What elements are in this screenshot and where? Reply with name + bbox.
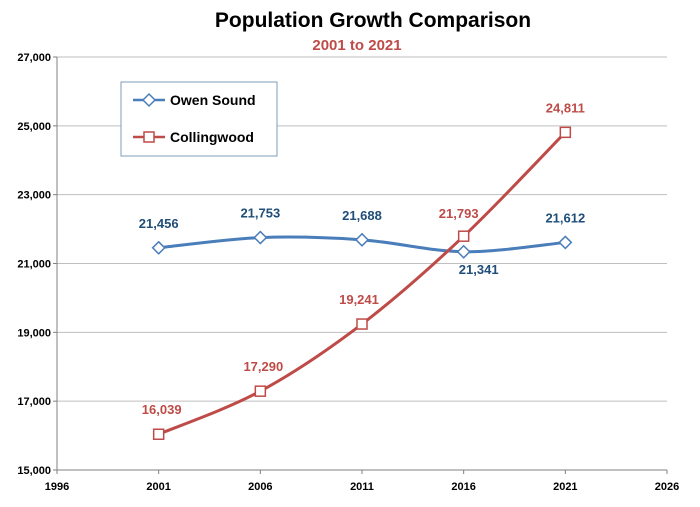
owen-sound-point-2011 (354, 232, 370, 247)
owen-sound-label-2011: 21,688 (342, 208, 382, 223)
x-axis-tick-labels: 1996 2001 2006 2011 2016 2021 2026 (45, 481, 679, 493)
collingwood-point-2006 (254, 385, 267, 397)
y-tick-label: 19,000 (17, 327, 51, 339)
legend-collingwood-marker (143, 131, 155, 143)
y-tick-label: 21,000 (17, 259, 51, 271)
chart-subtitle: 2001 to 2021 (312, 37, 401, 54)
x-tick-label: 2006 (248, 481, 272, 493)
legend-owen-sound-marker (141, 92, 157, 108)
series-markers (151, 126, 573, 440)
y-tick-label: 25,000 (17, 121, 51, 133)
x-tick-label: 2016 (451, 481, 475, 493)
y-axis-tick-labels: 15,000 17,000 19,000 21,000 23,000 25,000 27,0… (17, 52, 51, 477)
owen-sound-label-2006: 21,753 (240, 206, 280, 221)
legend-collingwood-label: Collingwood (170, 129, 254, 145)
series-lines (158, 131, 567, 436)
collingwood-line (158, 131, 567, 436)
owen-sound-label-2001: 21,456 (139, 216, 179, 231)
collingwood-point-2016 (457, 230, 470, 242)
collingwood-point-2001 (152, 428, 165, 440)
y-tick-label: 15,000 (17, 465, 51, 477)
collingwood-label-2021: 24,811 (546, 100, 585, 115)
legend-box (120, 81, 278, 157)
owen-sound-point-2016 (456, 244, 471, 259)
x-tick-label: 2011 (350, 481, 374, 493)
owen-sound-label-2016: 21,341 (459, 262, 499, 277)
collingwood-label-2006: 17,290 (243, 359, 283, 374)
legend-owen-sound-label: Owen Sound (170, 92, 256, 108)
x-tick-label: 2001 (146, 481, 170, 493)
data-labels: 21,456 21,753 21,688 21,341 21,612 16,039 17,2… (139, 100, 585, 417)
chart-title: Population Growth Comparison (215, 9, 531, 32)
y-tick-label: 17,000 (17, 396, 51, 408)
collingwood-label-2001: 16,039 (142, 402, 182, 417)
legend: Owen Sound Collingwood (120, 81, 278, 157)
collingwood-point-2021 (559, 126, 572, 139)
y-tick-label: 27,000 (17, 52, 51, 64)
collingwood-label-2016: 21,793 (439, 206, 479, 221)
collingwood-label-2011: 19,241 (339, 292, 379, 307)
x-tick-label: 2021 (553, 481, 577, 493)
collingwood-point-2011 (356, 318, 368, 330)
x-tick-label: 1996 (45, 481, 69, 493)
owen-sound-point-2021 (558, 235, 573, 250)
y-tick-label: 23,000 (17, 190, 51, 202)
owen-sound-label-2021: 21,612 (545, 210, 585, 225)
axes (53, 56, 668, 474)
x-tick-label: 2026 (655, 481, 679, 493)
owen-sound-point-2001 (151, 240, 166, 255)
owen-sound-point-2006 (253, 230, 268, 245)
